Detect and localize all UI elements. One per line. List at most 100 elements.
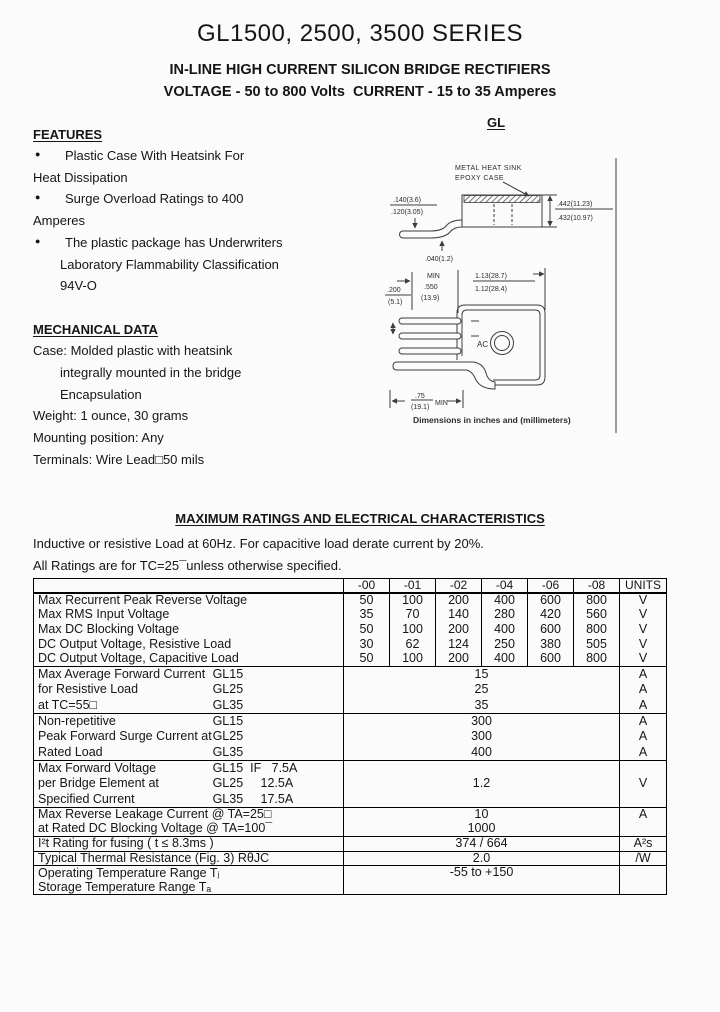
row-label: Max DC Blocking Voltage bbox=[33, 622, 344, 637]
cell-value: 800 bbox=[573, 592, 620, 608]
cell-value: -55 to +150 bbox=[343, 865, 620, 895]
list-item: ● Plastic Case With Heatsink For bbox=[33, 148, 244, 168]
list-item-text: Surge Overload Ratings to 400 bbox=[65, 191, 244, 207]
list-item: 94V-O bbox=[33, 278, 97, 298]
cell-unit: A bbox=[619, 806, 667, 822]
dim-front-pitch-top: .200 bbox=[387, 287, 401, 294]
row-label: Storage Temperature Range Tₐ bbox=[33, 880, 344, 895]
cell-value: 300 bbox=[343, 728, 620, 745]
ratings-note-2: All Ratings are for TC=25¯unless otherwi… bbox=[33, 558, 342, 573]
cell-unit bbox=[619, 821, 667, 837]
cell-value: 374 / 664 bbox=[343, 835, 620, 852]
list-item-text: Laboratory Flammability Classification bbox=[60, 256, 279, 272]
ratings-heading: MAXIMUM RATINGS AND ELECTRICAL CHARACTER… bbox=[175, 511, 545, 526]
lead-3 bbox=[398, 347, 462, 355]
cell-value: 600 bbox=[527, 651, 574, 667]
bullet-icon: ● bbox=[35, 149, 41, 159]
cell-value: 35 bbox=[343, 607, 390, 623]
lead-1 bbox=[398, 317, 462, 325]
row-model-text: GL15 bbox=[212, 666, 244, 681]
list-item: Amperes bbox=[33, 213, 85, 233]
row-label: Non-repetitive GL15 bbox=[33, 712, 344, 729]
cell-value: 50 bbox=[343, 592, 390, 608]
row-label: Typical Thermal Resistance (Fig. 3) RθJC bbox=[33, 850, 344, 866]
page-title: GL1500, 2500, 3500 SERIES bbox=[196, 20, 524, 47]
row-label-text: Specified Current bbox=[38, 791, 135, 806]
cell-unit: V bbox=[619, 759, 667, 808]
cell-value: 200 bbox=[435, 622, 482, 637]
row-label: Operating Temperature Range Tⱼ bbox=[33, 865, 344, 881]
mounting-hole-outer bbox=[490, 331, 514, 355]
list-item-text: Terminals: Wire Lead□50 mils bbox=[33, 452, 205, 467]
row-label-text: Non-repetitive bbox=[38, 713, 116, 728]
table-row: Max DC Blocking Voltage 50 100 200 400 600 800… bbox=[33, 622, 667, 637]
row-label: Specified Current GL35 17.5A bbox=[33, 791, 344, 808]
row-label: at TC=55□ GL35 bbox=[33, 697, 344, 714]
list-item-text: 94V-O bbox=[60, 278, 97, 294]
cell-value: 200 bbox=[435, 651, 482, 667]
front-body-outer bbox=[456, 304, 546, 386]
dim-front-base-bottom: (19.1) bbox=[411, 404, 429, 411]
column-header: -02 bbox=[435, 578, 482, 595]
cell-value: 420 bbox=[527, 607, 574, 623]
cell-value: 2.0 bbox=[343, 850, 620, 866]
cell-unit: /W bbox=[619, 850, 667, 866]
figure-caption: Dimensions in inches and (millimeters) bbox=[413, 415, 571, 425]
cell-unit: A²s bbox=[619, 835, 667, 852]
cell-unit: A bbox=[619, 728, 667, 745]
row-label: I²t Rating for fusing ( t ≤ 8.3ms ) bbox=[33, 835, 344, 852]
cell-value: 1000 bbox=[343, 821, 620, 837]
table-row: Peak Forward Surge Current atGL25 300 A bbox=[33, 728, 667, 745]
list-item: Encapsulation bbox=[33, 387, 142, 407]
cell-value: 250 bbox=[481, 636, 528, 652]
features-list: ● Plastic Case With Heatsink For Heat Diss… bbox=[33, 148, 363, 318]
cell-value: 560 bbox=[573, 607, 620, 623]
cell-value: 400 bbox=[481, 622, 528, 637]
row-label: Max Forward Voltage GL15 IF 7.5A bbox=[33, 759, 344, 776]
row-label: Max Average Forward Current GL15 bbox=[33, 665, 344, 682]
row-label: Rated Load GL35 bbox=[33, 744, 344, 761]
mechanical-list: Case: Molded plastic with heatsink integr… bbox=[33, 343, 363, 483]
column-header: -00 bbox=[343, 578, 390, 595]
row-label-text: per Bridge Element at bbox=[38, 776, 159, 791]
package-outline-figure: METAL HEAT SINK EPOXY CASE .140(3.6) .12… bbox=[385, 158, 617, 433]
cell-value: 62 bbox=[389, 636, 436, 652]
row-label: Peak Forward Surge Current atGL25 bbox=[33, 728, 344, 745]
dim-side-right-top: .442(11.23) bbox=[557, 201, 592, 208]
row-label-text: at TC=55□ bbox=[38, 697, 98, 712]
column-header: -06 bbox=[527, 578, 574, 595]
row-model-text: GL35 bbox=[212, 697, 244, 712]
header-empty bbox=[33, 578, 344, 595]
list-item-text: Case: Molded plastic with heatsink bbox=[33, 343, 233, 358]
cell-value: 400 bbox=[481, 651, 528, 667]
row-label-text: Peak Forward Surge Current at bbox=[38, 729, 212, 744]
cell-unit: V bbox=[619, 592, 667, 608]
column-header: -01 bbox=[389, 578, 436, 595]
list-item-text: Mounting position: Any bbox=[33, 430, 164, 446]
cell-value: 300 bbox=[343, 712, 620, 729]
cell-value: 505 bbox=[573, 636, 620, 652]
features-heading: FEATURES bbox=[33, 127, 103, 142]
cell-unit: A bbox=[619, 665, 667, 682]
table-row: Max Reverse Leakage Current @ TA=25□ 10 A bbox=[33, 806, 667, 822]
cell-value: 280 bbox=[481, 607, 528, 623]
dim-side-left-top: .140(3.6) bbox=[393, 197, 421, 204]
list-item-text: Weight: 1 ounce, 30 grams bbox=[33, 408, 189, 424]
list-item: Heat Dissipation bbox=[33, 170, 128, 190]
cell-value: 50 bbox=[343, 622, 390, 637]
table-row: Typical Thermal Resistance (Fig. 3) RθJC… bbox=[33, 850, 667, 866]
side-lead bbox=[399, 219, 463, 239]
dim-front-width-bottom: 1.12(28.4) bbox=[475, 286, 507, 293]
table-row: Rated Load GL35 400 A bbox=[33, 744, 667, 761]
table-row: Non-repetitive GL15 300 A bbox=[33, 712, 667, 729]
table-row: at TC=55□ GL35 35 A bbox=[33, 697, 667, 714]
list-item: Terminals: Wire Lead□50 mils bbox=[33, 452, 204, 472]
row-label: DC Output Voltage, Capacitive Load bbox=[33, 651, 344, 667]
lead-2 bbox=[398, 332, 462, 340]
cell-value: 200 bbox=[435, 592, 482, 608]
page-subtitle-2: VOLTAGE - 50 to 800 Volts CURRENT - 15 t… bbox=[163, 84, 557, 100]
cell-unit: V bbox=[619, 636, 667, 652]
cell-value: 25 bbox=[343, 681, 620, 698]
list-item: ● Surge Overload Ratings to 400 bbox=[33, 191, 244, 211]
